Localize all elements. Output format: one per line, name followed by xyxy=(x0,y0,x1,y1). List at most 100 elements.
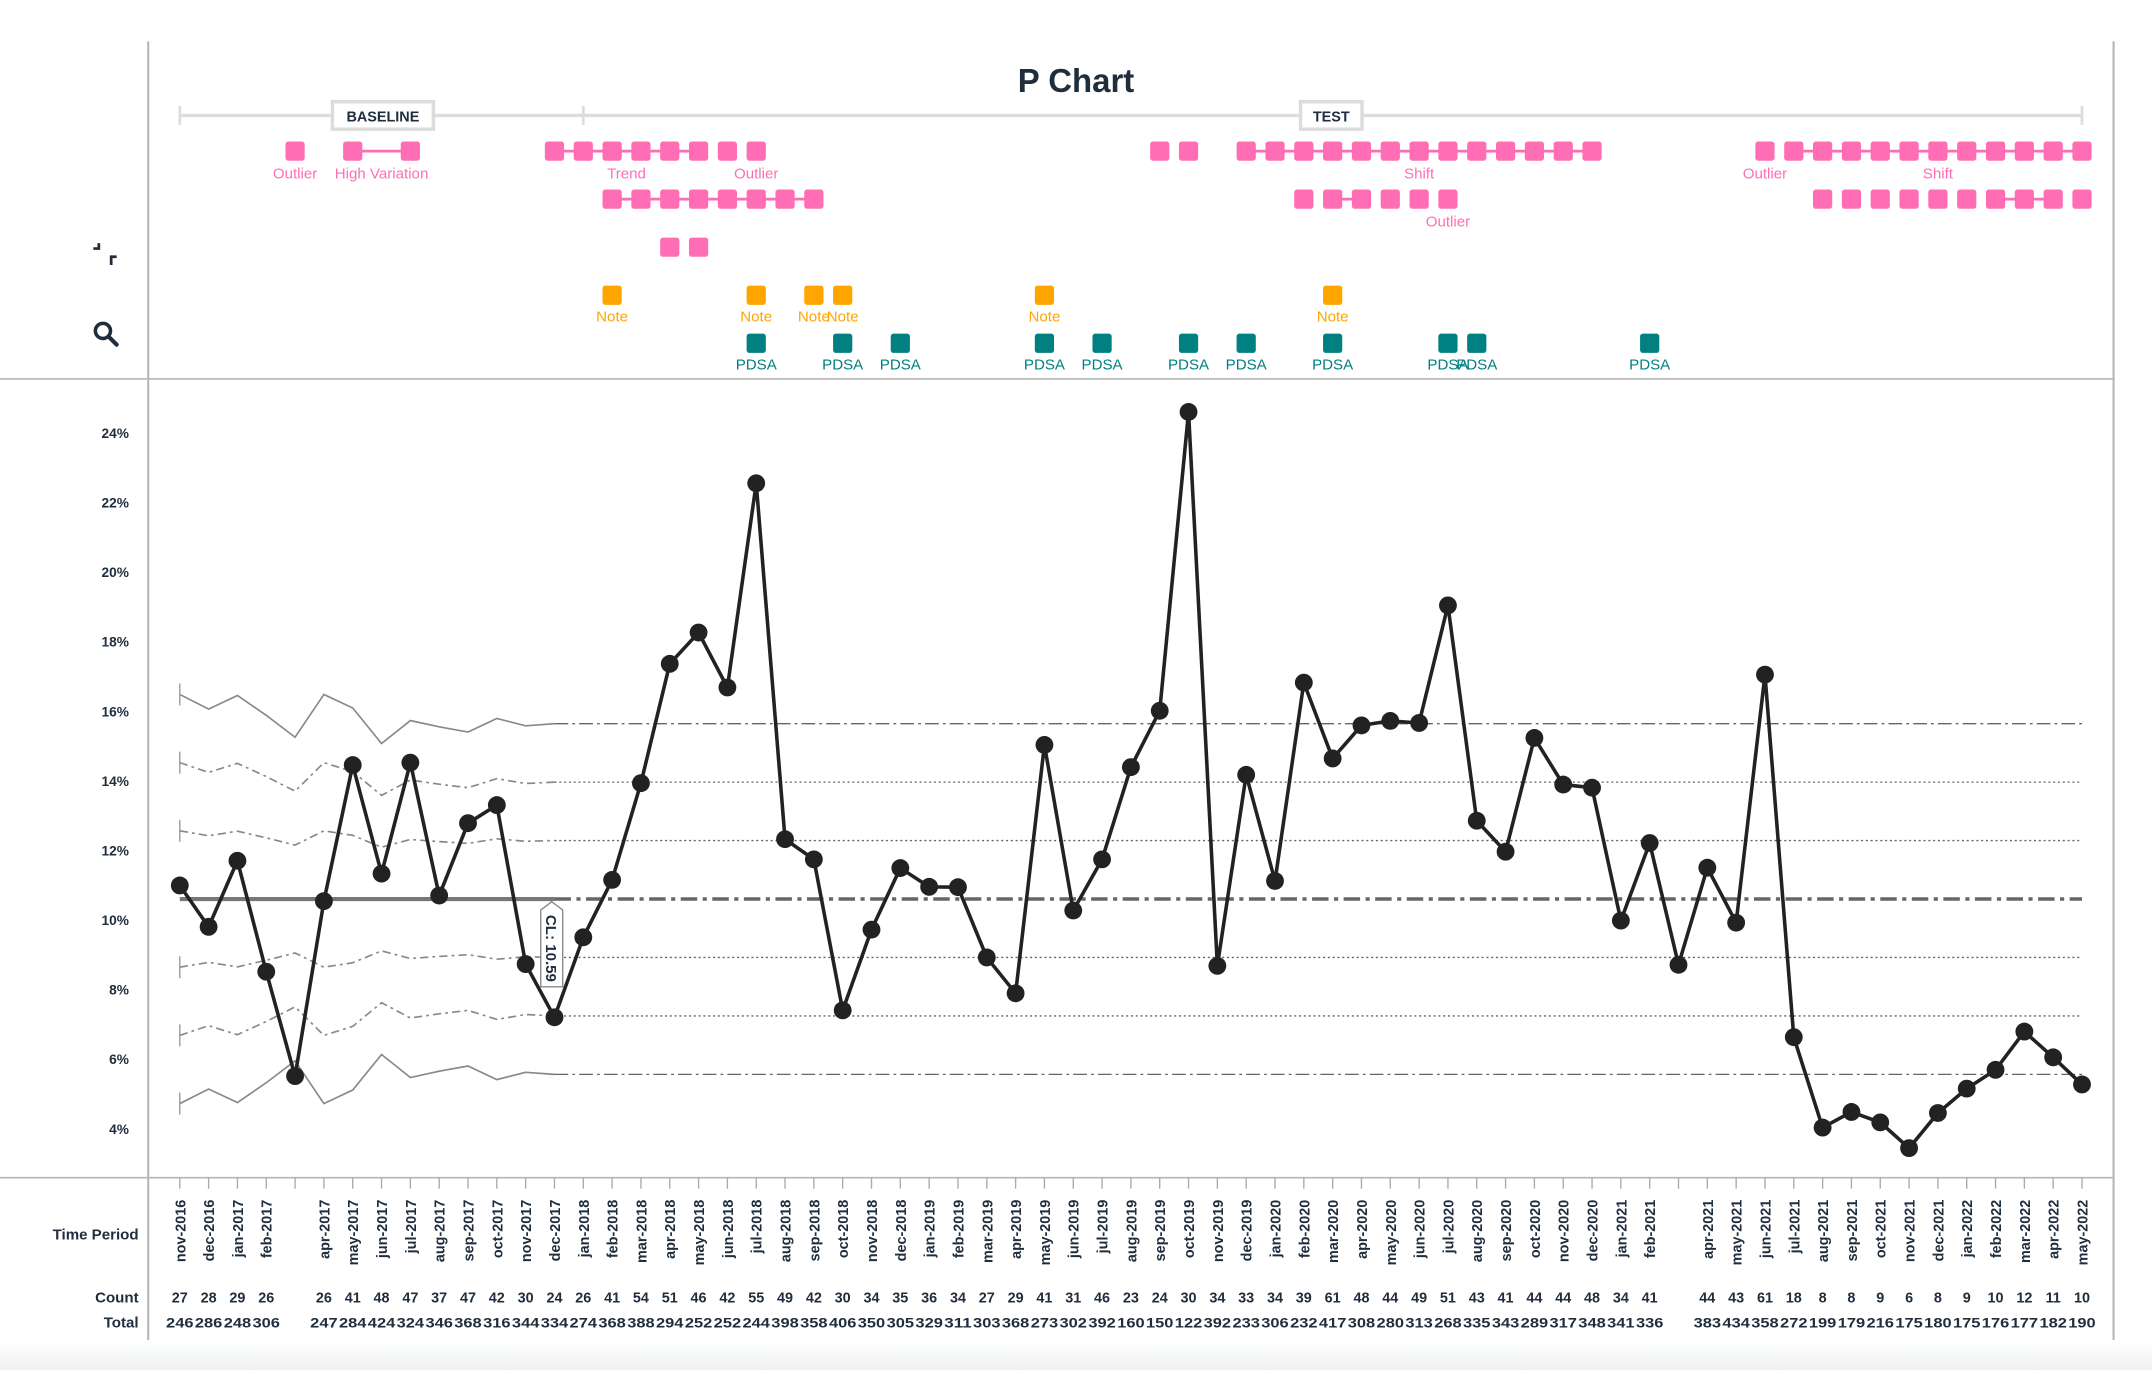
data-point[interactable] xyxy=(891,859,910,877)
signal-marker[interactable] xyxy=(1495,141,1516,161)
signal-marker[interactable] xyxy=(688,189,709,209)
data-point[interactable] xyxy=(1957,1079,1976,1098)
data-point[interactable] xyxy=(574,928,593,947)
pdsa-marker[interactable] xyxy=(746,333,766,353)
data-point[interactable] xyxy=(1525,729,1544,747)
signal-marker[interactable] xyxy=(1524,141,1545,161)
signal-marker[interactable] xyxy=(1150,141,1170,161)
data-point[interactable] xyxy=(228,851,247,870)
pdsa-marker[interactable] xyxy=(890,333,910,353)
signal-marker[interactable] xyxy=(1957,189,1977,209)
data-point[interactable] xyxy=(1467,811,1486,830)
pdsa-marker[interactable] xyxy=(1034,333,1055,353)
data-point[interactable] xyxy=(1150,701,1169,720)
signal-marker[interactable] xyxy=(1784,141,1804,161)
signal-marker[interactable] xyxy=(544,141,565,161)
signal-marker[interactable] xyxy=(2043,189,2063,209)
data-point[interactable] xyxy=(1006,984,1025,1003)
signal-marker[interactable] xyxy=(1438,189,1458,209)
data-point[interactable] xyxy=(343,756,362,774)
signal-marker[interactable] xyxy=(1323,189,1343,209)
data-point[interactable] xyxy=(1179,403,1198,421)
data-point[interactable] xyxy=(920,877,939,896)
signal-marker[interactable] xyxy=(631,189,651,209)
signal-marker[interactable] xyxy=(631,141,651,161)
signal-marker[interactable] xyxy=(1351,141,1372,161)
data-point[interactable] xyxy=(1986,1060,2005,1079)
phase-label-box[interactable] xyxy=(1298,99,1364,131)
phase-label-box[interactable] xyxy=(330,99,436,131)
data-point[interactable] xyxy=(747,474,766,493)
data-point[interactable] xyxy=(1352,716,1371,735)
signal-marker[interactable] xyxy=(1380,141,1400,161)
note-marker[interactable] xyxy=(1034,285,1055,305)
signal-marker[interactable] xyxy=(2014,189,2034,209)
signal-marker[interactable] xyxy=(1265,141,1285,161)
data-point[interactable] xyxy=(1208,956,1227,975)
data-point[interactable] xyxy=(1727,913,1746,932)
data-point[interactable] xyxy=(1813,1118,1832,1137)
data-point[interactable] xyxy=(516,955,535,974)
data-point[interactable] xyxy=(1121,758,1140,777)
signal-marker[interactable] xyxy=(1985,189,2006,209)
data-point[interactable] xyxy=(257,962,276,981)
pdsa-marker[interactable] xyxy=(1467,333,1487,353)
signal-marker[interactable] xyxy=(2043,141,2063,161)
signal-marker[interactable] xyxy=(285,141,305,161)
note-marker[interactable] xyxy=(804,285,824,305)
data-point[interactable] xyxy=(372,864,391,883)
data-point[interactable] xyxy=(1640,834,1659,852)
signal-marker[interactable] xyxy=(660,141,680,161)
pdsa-marker[interactable] xyxy=(1640,333,1660,353)
signal-marker[interactable] xyxy=(1438,141,1458,161)
note-marker[interactable] xyxy=(602,285,622,305)
data-point[interactable] xyxy=(1554,775,1573,794)
signal-marker[interactable] xyxy=(660,189,680,209)
signal-marker[interactable] xyxy=(1323,141,1343,161)
signal-marker[interactable] xyxy=(688,141,709,161)
signal-marker[interactable] xyxy=(660,237,680,257)
data-point[interactable] xyxy=(1583,778,1601,797)
signal-marker[interactable] xyxy=(1178,141,1199,161)
signal-marker[interactable] xyxy=(2072,189,2092,209)
signal-marker[interactable] xyxy=(1582,141,1602,161)
data-point[interactable] xyxy=(1871,1113,1890,1132)
data-point[interactable] xyxy=(2015,1022,2034,1041)
data-point[interactable] xyxy=(1323,749,1342,768)
signal-marker[interactable] xyxy=(602,189,622,209)
data-point[interactable] xyxy=(1439,596,1457,615)
signal-marker[interactable] xyxy=(1841,189,1862,209)
signal-marker[interactable] xyxy=(2072,141,2092,161)
signal-marker[interactable] xyxy=(717,141,738,161)
signal-marker[interactable] xyxy=(1294,141,1314,161)
data-point[interactable] xyxy=(1266,872,1284,890)
data-point[interactable] xyxy=(170,876,189,895)
signal-marker[interactable] xyxy=(1813,141,1833,161)
signal-marker[interactable] xyxy=(400,141,420,161)
data-point[interactable] xyxy=(1842,1103,1861,1121)
data-point[interactable] xyxy=(833,1001,852,1020)
data-point[interactable] xyxy=(1611,911,1630,930)
signal-marker[interactable] xyxy=(1467,141,1487,161)
data-point[interactable] xyxy=(1237,765,1256,784)
data-point[interactable] xyxy=(2044,1048,2063,1067)
signal-marker[interactable] xyxy=(343,141,363,161)
data-point[interactable] xyxy=(862,920,881,939)
signal-marker[interactable] xyxy=(1870,141,1890,161)
data-point[interactable] xyxy=(1093,850,1111,869)
signal-marker[interactable] xyxy=(688,237,709,257)
pdsa-marker[interactable] xyxy=(1178,333,1199,353)
pdsa-marker[interactable] xyxy=(1236,333,1256,353)
signal-marker[interactable] xyxy=(1928,141,1948,161)
data-point[interactable] xyxy=(776,830,794,849)
signal-marker[interactable] xyxy=(1294,189,1314,209)
data-point[interactable] xyxy=(286,1067,304,1086)
data-point[interactable] xyxy=(689,623,708,642)
signal-marker[interactable] xyxy=(1870,189,1890,209)
data-point[interactable] xyxy=(314,892,333,911)
signal-marker[interactable] xyxy=(1755,141,1775,161)
data-point[interactable] xyxy=(718,678,737,697)
data-point[interactable] xyxy=(1900,1139,1918,1158)
search-icon[interactable] xyxy=(93,321,119,347)
data-point[interactable] xyxy=(545,1008,564,1027)
